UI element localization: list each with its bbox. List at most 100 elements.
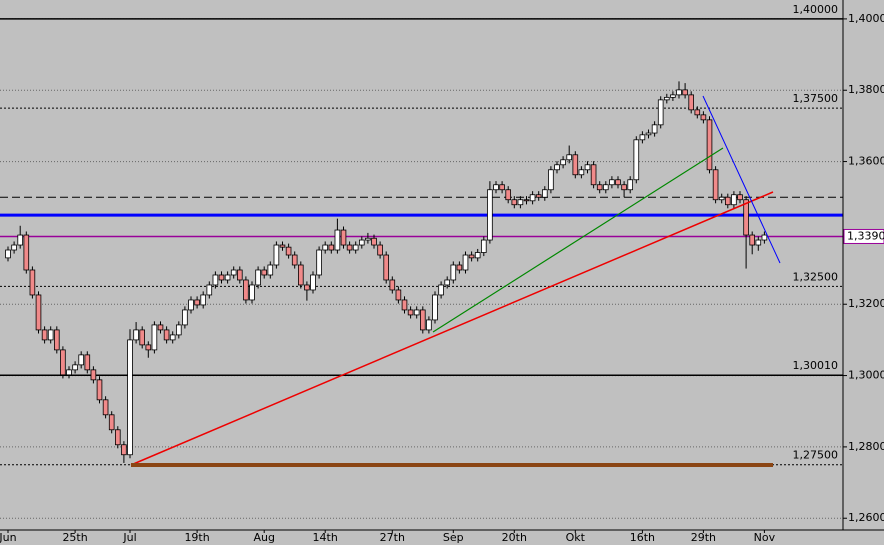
candle-body (377, 244, 383, 256)
candle-body (743, 199, 749, 236)
candle-body (304, 284, 310, 291)
candle-body (560, 159, 566, 166)
candle-body (615, 179, 621, 186)
candle-body (72, 364, 78, 371)
candle-body (596, 184, 603, 191)
level-label: 1,3390 (847, 229, 884, 242)
candle-body (371, 237, 377, 246)
candle-body (206, 284, 213, 296)
candle-body (17, 234, 23, 246)
candle-body (261, 269, 267, 276)
candle-body (523, 199, 530, 202)
candle-body (554, 164, 560, 171)
x-tick-label: 20th (502, 531, 527, 544)
x-tick-label: 16th (630, 531, 655, 544)
candle-body (419, 309, 426, 331)
x-tick-label: 14th (313, 531, 338, 544)
candle-body (432, 294, 438, 321)
candle-body (548, 169, 554, 191)
candle-body (139, 329, 146, 346)
candle-body (29, 269, 36, 296)
candle-body (108, 414, 115, 431)
candle-body (493, 184, 499, 191)
candle-body (310, 274, 316, 291)
level-label: 1,27500 (793, 449, 839, 462)
level-label: 1,30010 (793, 359, 839, 372)
candle-body (346, 244, 353, 251)
candle-body (115, 429, 121, 446)
candle-body (529, 194, 536, 202)
candle-body (517, 199, 524, 206)
candle-body (609, 179, 615, 186)
y-tick-label: 1,3600 (848, 155, 884, 168)
candle-body (334, 229, 341, 251)
candle-body (60, 349, 66, 376)
candle-body (639, 134, 646, 141)
candle-body (657, 99, 664, 126)
candle-body (365, 237, 371, 241)
candle-body (54, 329, 60, 351)
candle-body (426, 319, 432, 331)
y-tick-label: 1,3200 (848, 297, 884, 310)
candle-body (542, 189, 548, 198)
trend-line (702, 95, 781, 264)
candle-body (47, 329, 54, 341)
x-tick-label: Jul (122, 531, 136, 544)
candle-body (255, 269, 261, 286)
y-tick-label: 1,3000 (848, 369, 884, 382)
candle-body (236, 269, 243, 281)
candle-body (474, 252, 481, 259)
candle-body (78, 354, 85, 366)
candle-body (603, 184, 609, 191)
candle-body (121, 444, 127, 456)
candle-body (188, 299, 194, 311)
candle-body (230, 269, 237, 276)
candle-body (401, 299, 408, 311)
candle-body (340, 229, 347, 246)
candle-body (127, 339, 133, 456)
candle-body (590, 164, 597, 186)
candle-body (499, 184, 505, 191)
candle-body (383, 254, 389, 281)
candle-body (328, 244, 335, 251)
candle-body (273, 244, 280, 266)
plot-area (0, 0, 843, 530)
axis-labels: 1,4000 1,3800 1,3600 1,3200 1,3000 1,2800 1,26… (0, 12, 884, 544)
level-label: 1,40000 (793, 3, 839, 16)
trend-line (130, 191, 774, 466)
candle-body (145, 344, 152, 351)
candle-body (535, 194, 542, 198)
candle-body (505, 189, 511, 201)
y-tick-label: 1,3800 (848, 83, 884, 96)
candle-body (450, 264, 457, 281)
candle-body (102, 399, 109, 416)
level-label: 1,32500 (793, 270, 839, 283)
candle-body (737, 194, 743, 201)
candle-body (700, 114, 707, 121)
candle-body (688, 94, 694, 111)
x-tick-label: Aug (253, 531, 274, 544)
candle-body (584, 164, 591, 171)
candle-body (163, 329, 170, 341)
candle-body (243, 279, 249, 301)
candle-body (621, 184, 627, 191)
candle-body (297, 264, 304, 286)
candle-body (84, 354, 91, 371)
candle-body (651, 124, 658, 134)
candle-body (322, 244, 328, 251)
candle-body (41, 329, 48, 341)
x-tick-label: 27th (380, 531, 405, 544)
x-tick-label: Okt (566, 531, 586, 544)
candle-body (395, 289, 402, 301)
y-tick-label: 1,2600 (848, 511, 884, 524)
candle-body (664, 96, 670, 101)
candle-body (218, 274, 225, 281)
candle-body (66, 369, 72, 376)
candle-body (194, 299, 200, 306)
candle-body (182, 309, 188, 326)
candle-body (352, 244, 359, 251)
candle-body (718, 196, 725, 201)
candle-body (456, 264, 463, 271)
candles (5, 81, 768, 463)
candle-body (413, 309, 420, 316)
